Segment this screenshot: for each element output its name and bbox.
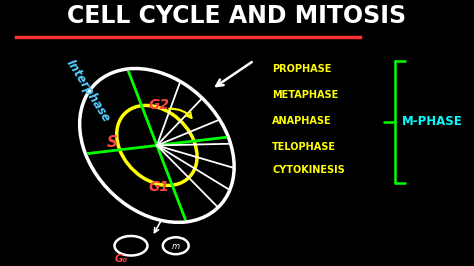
Text: TELOPHASE: TELOPHASE — [273, 142, 337, 152]
Text: G₀: G₀ — [115, 254, 128, 264]
Text: S: S — [107, 135, 118, 150]
Text: M-PHASE: M-PHASE — [402, 115, 463, 128]
Text: m: m — [172, 242, 180, 251]
Text: CYTOKINESIS: CYTOKINESIS — [273, 165, 345, 175]
Text: ANAPHASE: ANAPHASE — [273, 116, 332, 126]
Text: CELL CYCLE AND MITOSIS: CELL CYCLE AND MITOSIS — [67, 5, 407, 28]
Text: METAPHASE: METAPHASE — [273, 90, 338, 100]
Text: G2: G2 — [149, 98, 170, 112]
Text: PROPHASE: PROPHASE — [273, 64, 332, 74]
Text: Interphase: Interphase — [64, 57, 113, 124]
Text: G1: G1 — [149, 180, 170, 194]
